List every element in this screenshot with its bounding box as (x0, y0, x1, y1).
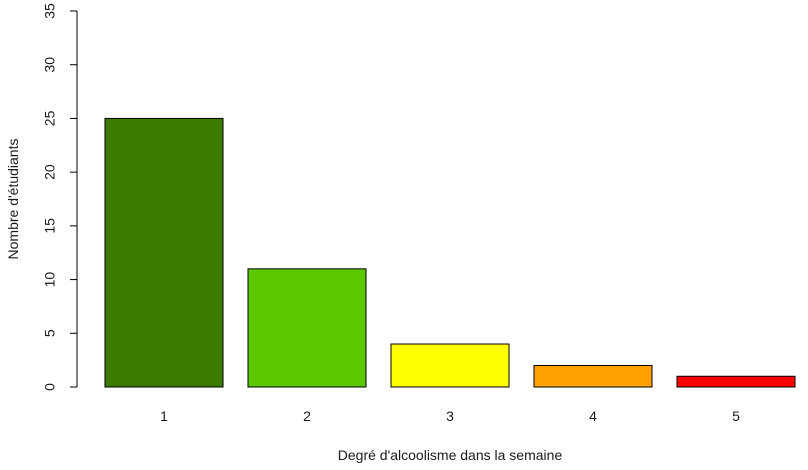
x-axis-labels: 1 2 3 4 5 (160, 408, 740, 424)
x-axis-title: Degré d'alcoolisme dans la semaine (338, 447, 563, 463)
bar-1 (104, 117, 224, 388)
x-tick-label: 3 (446, 408, 454, 424)
bars (104, 117, 796, 388)
y-axis-title: Nombre d'étudiants (5, 139, 21, 260)
x-tick-label: 1 (160, 408, 168, 424)
y-tick-label: 35 (42, 3, 58, 19)
x-tick-label: 2 (303, 408, 311, 424)
bar-2 (247, 268, 367, 388)
y-tick-label: 20 (42, 164, 58, 180)
y-tick-label: 25 (42, 110, 58, 126)
x-tick-label: 5 (732, 408, 740, 424)
y-tick-label: 0 (42, 383, 58, 391)
y-tick-label: 10 (42, 272, 58, 288)
y-tick-label: 30 (42, 57, 58, 73)
bar-3 (390, 343, 510, 388)
y-tick-label: 5 (42, 329, 58, 337)
x-tick-label: 4 (589, 408, 597, 424)
y-tick-label: 15 (42, 218, 58, 234)
bar-5 (676, 375, 796, 388)
bar-4 (533, 365, 653, 388)
y-axis: 0 5 10 15 20 25 30 35 (42, 3, 78, 391)
